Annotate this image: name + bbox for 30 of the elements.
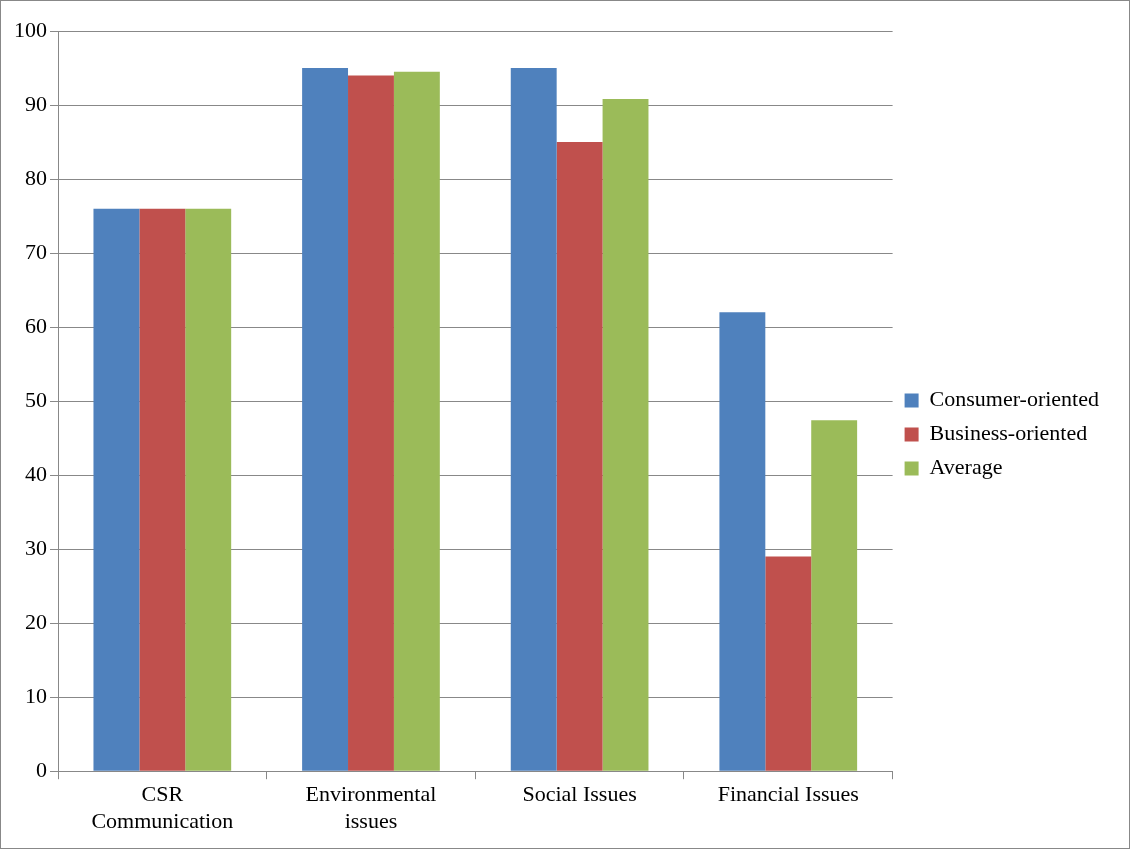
y-tick-label: 60 <box>25 312 47 338</box>
y-tick-label: 40 <box>25 460 47 486</box>
bar <box>302 68 349 771</box>
bar <box>602 99 649 771</box>
y-tick-label: 90 <box>25 90 47 116</box>
bar <box>93 208 140 771</box>
bar <box>185 208 232 771</box>
bar <box>348 75 394 771</box>
bar <box>811 420 858 771</box>
bar <box>510 68 557 771</box>
y-tick-label: 70 <box>25 238 47 264</box>
y-tick-label: 30 <box>25 534 47 560</box>
legend-label: Business-oriented <box>929 420 1088 446</box>
x-tick-label: Environmental issues <box>305 781 437 833</box>
y-tick-label: 50 <box>25 386 47 412</box>
bar <box>393 71 440 771</box>
legend-label: Consumer-oriented <box>929 386 1099 412</box>
bar <box>556 142 603 771</box>
y-tick-label: 80 <box>25 164 47 190</box>
x-tick-label: Financial Issues <box>717 781 859 807</box>
y-tick-label: 10 <box>25 682 47 708</box>
legend-label: Average <box>929 454 1003 480</box>
x-tick-label: CSR Communication <box>91 781 234 833</box>
y-tick-label: 20 <box>25 608 47 634</box>
bar <box>139 208 186 771</box>
x-tick-label: Social Issues <box>522 781 637 807</box>
y-tick-label: 0 <box>36 756 47 782</box>
bar <box>765 556 812 771</box>
bar <box>719 312 766 771</box>
y-tick-label: 100 <box>14 16 47 42</box>
